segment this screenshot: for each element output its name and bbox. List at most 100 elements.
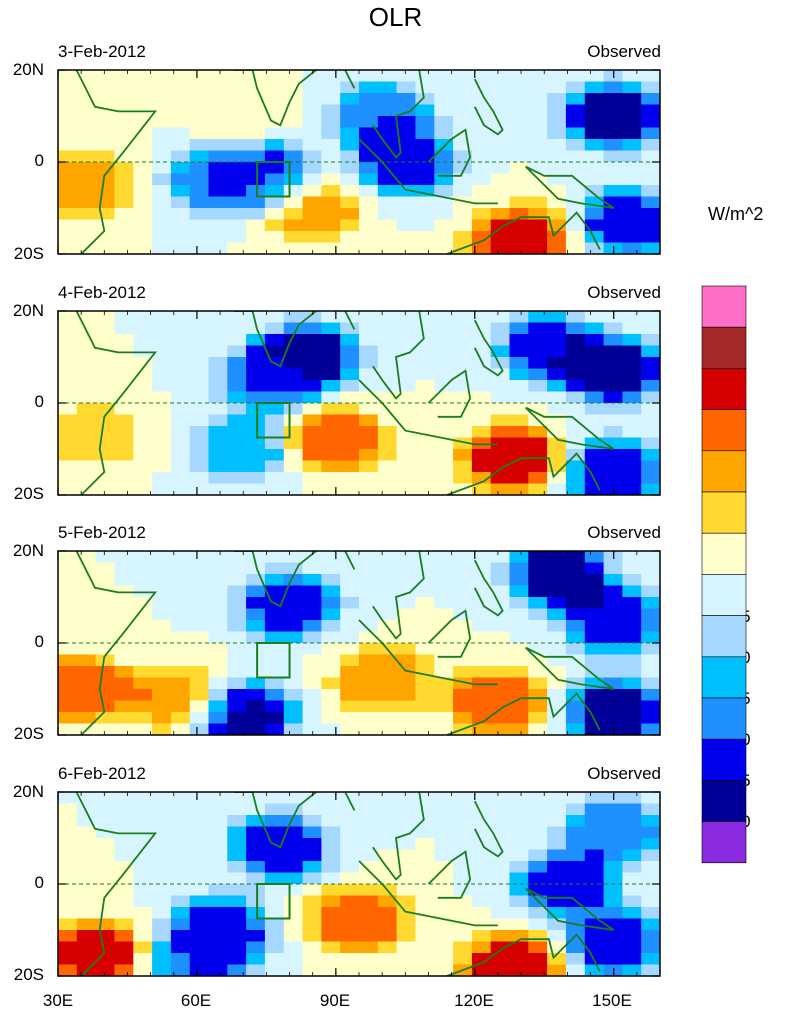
olr-cell — [58, 219, 78, 232]
olr-cell — [95, 139, 115, 152]
olr-cell — [264, 643, 285, 656]
olr-cell — [415, 712, 435, 725]
olr-cell — [189, 712, 210, 725]
olr-cell — [396, 127, 416, 140]
olr-cell — [396, 322, 416, 335]
olr-cell — [584, 403, 605, 416]
olr-cell — [133, 380, 153, 393]
olr-cell — [547, 689, 567, 702]
olr-cell — [584, 608, 605, 621]
olr-cell — [58, 403, 78, 416]
olr-cell — [396, 414, 416, 427]
olr-cell — [170, 196, 191, 209]
olr-cell — [133, 803, 153, 816]
olr-cell — [415, 620, 435, 633]
olr-cell — [152, 631, 172, 644]
olr-cell — [114, 127, 134, 140]
olr-cell — [95, 620, 115, 633]
olr-cell — [227, 311, 247, 324]
olr-cell — [152, 907, 172, 920]
olr-cell — [189, 689, 210, 702]
olr-cell — [283, 162, 304, 175]
olr-cell — [453, 127, 473, 140]
olr-cell — [133, 643, 153, 656]
olr-cell — [189, 472, 210, 485]
olr-cell — [114, 666, 134, 679]
olr-cell — [321, 930, 341, 943]
olr-cell — [114, 574, 134, 587]
colorbar-swatch — [701, 780, 747, 822]
olr-cell — [76, 585, 97, 598]
olr-cell — [396, 918, 416, 931]
colorbar-swatch — [701, 409, 747, 452]
olr-cell — [152, 437, 172, 450]
olr-cell — [547, 334, 567, 347]
olr-cell — [641, 116, 660, 129]
olr-cell — [434, 162, 454, 175]
olr-cell — [509, 826, 529, 839]
olr-cell — [152, 930, 172, 943]
olr-cell — [603, 941, 623, 954]
olr-cell — [565, 608, 586, 621]
olr-cell — [415, 81, 435, 94]
olr-cell — [321, 472, 341, 485]
olr-cell — [641, 127, 660, 140]
olr-cell — [283, 483, 304, 495]
olr-cell — [584, 654, 605, 667]
olr-cell — [189, 941, 210, 954]
olr-cell — [603, 597, 623, 610]
olr-cell — [641, 700, 660, 713]
olr-cell — [565, 219, 586, 232]
olr-cell — [565, 551, 586, 564]
olr-cell — [584, 391, 605, 404]
olr-cell — [415, 162, 435, 175]
olr-cell — [264, 208, 285, 221]
olr-cell — [528, 803, 548, 816]
olr-cell — [528, 322, 548, 335]
olr-cell — [95, 872, 115, 885]
olr-cell — [584, 93, 605, 106]
olr-cell — [227, 368, 247, 381]
olr-cell — [95, 449, 115, 462]
olr-cell — [415, 723, 435, 735]
colorbar-swatch — [701, 491, 747, 534]
olr-cell — [490, 723, 511, 735]
olr-cell — [509, 620, 529, 633]
olr-cell — [76, 677, 97, 690]
olr-cell — [377, 104, 398, 117]
olr-cell — [359, 815, 379, 828]
olr-cell — [547, 127, 567, 140]
olr-cell — [246, 368, 266, 381]
olr-cell — [340, 712, 360, 725]
olr-cell — [208, 884, 228, 897]
olr-cell — [359, 654, 379, 667]
olr-cell — [584, 872, 605, 885]
olr-cell — [321, 219, 341, 232]
olr-cell — [340, 116, 360, 129]
olr-cell — [152, 597, 172, 610]
olr-cell — [189, 654, 210, 667]
olr-cell — [189, 334, 210, 347]
olr-cell — [283, 792, 304, 805]
olr-cell — [321, 449, 341, 462]
olr-cell — [283, 918, 304, 931]
olr-cell — [208, 643, 228, 656]
olr-cell — [321, 368, 341, 381]
olr-cell — [528, 231, 548, 244]
olr-cell — [95, 930, 115, 943]
olr-cell — [133, 483, 153, 495]
olr-cell — [227, 322, 247, 335]
olr-cell — [170, 815, 191, 828]
olr-cell — [152, 403, 172, 416]
olr-cell — [434, 483, 454, 495]
olr-cell — [547, 803, 567, 816]
reference-box — [256, 161, 291, 198]
olr-cell — [170, 150, 191, 163]
olr-cell — [453, 426, 473, 439]
olr-cell — [133, 357, 153, 370]
olr-cell — [58, 391, 78, 404]
olr-cell — [509, 861, 529, 874]
olr-cell — [208, 689, 228, 702]
olr-cell — [528, 700, 548, 713]
olr-cell — [359, 608, 379, 621]
